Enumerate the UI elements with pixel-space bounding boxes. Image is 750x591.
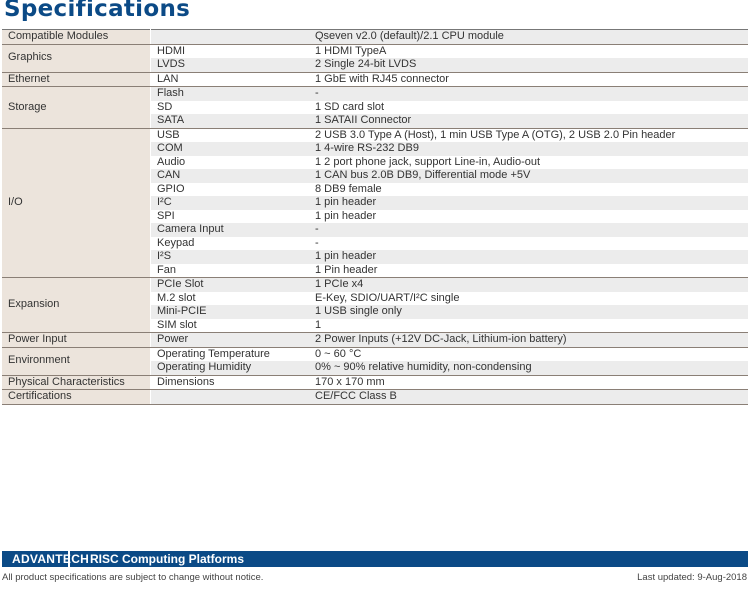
spec-name: SATA bbox=[150, 114, 309, 129]
group-label: Power Input bbox=[2, 332, 151, 348]
spec-name: Audio bbox=[157, 155, 186, 168]
group-label: Physical Characteristics bbox=[2, 375, 151, 390]
spec-value: 170 x 170 mm bbox=[309, 375, 748, 390]
spec-row: I/O USB 2 USB 3.0 Type A (Host), 1 min USB… bbox=[2, 128, 748, 278]
spec-name: COM bbox=[150, 142, 309, 156]
group-label: Ethernet bbox=[2, 72, 151, 87]
spec-value: CE/FCC Class B bbox=[309, 389, 748, 405]
spec-value: 1 SD card slot bbox=[315, 100, 385, 113]
page-title: Specifications bbox=[4, 0, 191, 22]
spec-value: 8 DB9 female bbox=[315, 182, 382, 195]
platform-label: RISC Computing Platforms bbox=[90, 552, 245, 566]
spec-value: 1 CAN bus 2.0B DB9, Differential mode +5… bbox=[309, 169, 748, 183]
group-label: Graphics bbox=[2, 44, 151, 73]
spec-row: Environment Operating Temperature 0 ~ 60 °… bbox=[2, 347, 748, 376]
spec-name: SD bbox=[157, 100, 173, 113]
spec-value: - bbox=[309, 86, 748, 101]
spec-name: Fan bbox=[150, 263, 309, 278]
spec-value: 1 USB single only bbox=[309, 305, 748, 319]
spec-row: I²S 1 pin header bbox=[2, 250, 748, 264]
spec-name: SIM slot bbox=[150, 318, 309, 333]
spec-value: 2 Power Inputs (+12V DC-Jack, Lithium-io… bbox=[309, 332, 748, 348]
last-updated: Last updated: 9-Aug-2018 bbox=[637, 572, 747, 583]
spec-row: Compatible Modules Qseven v2.0 (default)/… bbox=[2, 29, 748, 45]
spec-value: 1 2 port phone jack, support Line-in, Au… bbox=[315, 155, 541, 168]
spec-name: LVDS bbox=[150, 58, 309, 73]
spec-value: - bbox=[315, 236, 319, 249]
spec-row: Operating Humidity 0% ~ 90% relative humi… bbox=[2, 361, 748, 376]
spec-row: SIM slot 1 bbox=[2, 318, 748, 333]
spec-value: 1 pin header bbox=[315, 209, 377, 222]
spec-row: Camera Input - bbox=[2, 223, 748, 237]
spec-row: LVDS 2 Single 24-bit LVDS bbox=[2, 58, 748, 73]
spec-row: Ethernet LAN 1 GbE with RJ45 connector bbox=[2, 72, 748, 87]
spec-name: USB bbox=[157, 128, 180, 141]
spec-row: Certifications CE/FCC Class B bbox=[2, 389, 748, 405]
spec-value: 1 4-wire RS-232 DB9 bbox=[309, 142, 748, 156]
spec-name: SPI bbox=[157, 209, 175, 222]
spec-row: Graphics HDMI 1 HDMI TypeA bbox=[2, 44, 748, 73]
spec-value: 0 ~ 60 °C bbox=[315, 347, 362, 360]
spec-value: 2 Single 24-bit LVDS bbox=[309, 58, 748, 73]
spec-row: Keypad - bbox=[2, 237, 748, 251]
spec-row: Mini-PCIE 1 USB single only bbox=[2, 305, 748, 319]
spec-value: 0% ~ 90% relative humidity, non-condensi… bbox=[309, 361, 748, 376]
spec-value: 1 HDMI TypeA bbox=[315, 44, 387, 57]
spec-name: M.2 slot bbox=[157, 291, 196, 304]
spec-value: 1 PCIe x4 bbox=[309, 277, 748, 292]
spec-value: 1 GbE with RJ45 connector bbox=[309, 72, 748, 87]
footer-bar: ADVANTECH RISC Computing Platforms bbox=[2, 551, 748, 567]
spec-value: 2 USB 3.0 Type A (Host), 1 min USB Type … bbox=[315, 128, 676, 141]
spec-value: 1 pin header bbox=[309, 250, 748, 264]
spec-name: LAN bbox=[150, 72, 309, 87]
spec-row: Physical Characteristics Dimensions 170 x … bbox=[2, 375, 748, 390]
spec-name: I²S bbox=[150, 250, 309, 264]
spec-name: Dimensions bbox=[150, 375, 309, 390]
spec-name: GPIO bbox=[157, 182, 185, 195]
spec-row: Power Input Power 2 Power Inputs (+12V DC-… bbox=[2, 332, 748, 348]
spec-value: 1 Pin header bbox=[309, 263, 748, 278]
spec-value: 1 bbox=[309, 318, 748, 333]
spec-name: HDMI bbox=[157, 44, 186, 57]
spec-name: Camera Input bbox=[150, 223, 309, 237]
spec-value: 1 SATAII Connector bbox=[309, 114, 748, 129]
spec-row: Storage Flash - bbox=[2, 86, 748, 129]
spec-row: SPI 1 pin header bbox=[2, 210, 748, 224]
spec-table: Compatible Modules Qseven v2.0 (default)/… bbox=[2, 29, 748, 405]
spec-value: - bbox=[309, 223, 748, 237]
spec-row: I²C 1 pin header bbox=[2, 196, 748, 210]
spec-value: E-Key, SDIO/UART/I²C single bbox=[315, 291, 460, 304]
group-label: Certifications bbox=[2, 389, 151, 405]
group-label: Expansion bbox=[2, 277, 151, 333]
group-label: Compatible Modules bbox=[2, 29, 151, 45]
spec-name: Power bbox=[150, 332, 309, 348]
spec-name bbox=[150, 29, 309, 45]
spec-row: Fan 1 Pin header bbox=[2, 263, 748, 278]
group-label: Storage bbox=[2, 86, 151, 129]
spec-name: Mini-PCIE bbox=[150, 305, 309, 319]
divider bbox=[68, 551, 70, 567]
spec-row: SD 1 SD card slot bbox=[2, 101, 748, 115]
spec-value: 1 pin header bbox=[309, 196, 748, 210]
spec-row: M.2 slot E-Key, SDIO/UART/I²C single bbox=[2, 292, 748, 306]
spec-name: Keypad bbox=[157, 236, 195, 249]
group-label: Environment bbox=[2, 347, 151, 376]
spec-row: Expansion PCIe Slot 1 PCIe x4 bbox=[2, 277, 748, 333]
advantech-logo: ADVANTECH bbox=[12, 552, 90, 566]
spec-name bbox=[150, 389, 309, 405]
disclaimer: All product specifications are subject t… bbox=[2, 572, 264, 583]
spec-name: CAN bbox=[150, 169, 309, 183]
spec-row: SATA 1 SATAII Connector bbox=[2, 114, 748, 129]
spec-name: Operating Humidity bbox=[150, 361, 309, 376]
spec-value: Qseven v2.0 (default)/2.1 CPU module bbox=[309, 29, 748, 45]
group-label: I/O bbox=[2, 128, 151, 278]
spec-name: PCIe Slot bbox=[150, 277, 309, 292]
spec-row: GPIO 8 DB9 female bbox=[2, 183, 748, 197]
spec-name: I²C bbox=[150, 196, 309, 210]
spec-name: Operating Temperature bbox=[157, 347, 270, 360]
spec-row: COM 1 4-wire RS-232 DB9 bbox=[2, 142, 748, 156]
spec-name: Flash bbox=[150, 86, 309, 101]
spec-row: Audio 1 2 port phone jack, support Line-i… bbox=[2, 156, 748, 170]
spec-row: CAN 1 CAN bus 2.0B DB9, Differential mode… bbox=[2, 169, 748, 183]
